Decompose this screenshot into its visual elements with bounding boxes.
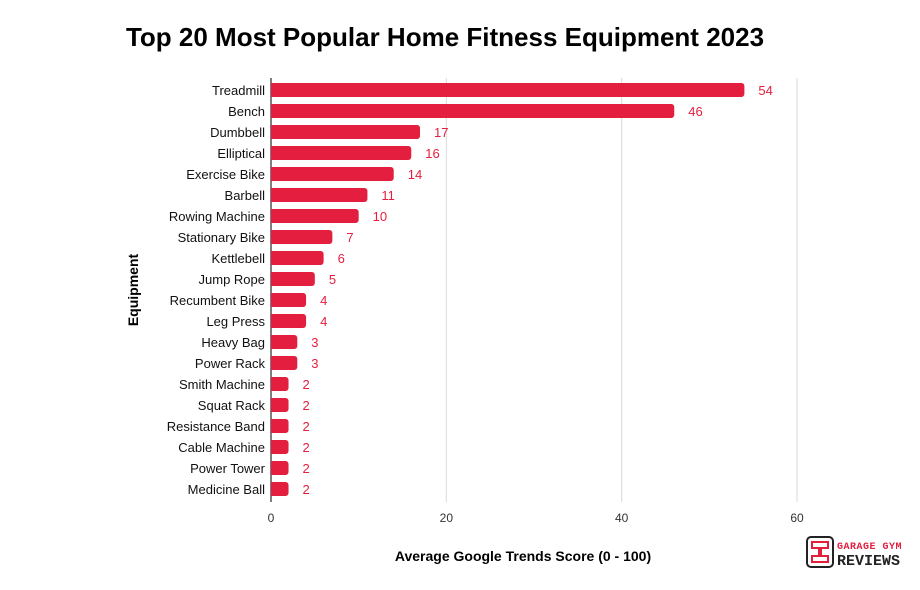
bar (271, 209, 359, 223)
svg-text:REVIEWS: REVIEWS (837, 553, 900, 568)
data-label: 4 (320, 314, 327, 329)
category-label: Elliptical (217, 146, 265, 161)
category-label: Squat Rack (198, 398, 266, 413)
data-label: 16 (425, 146, 439, 161)
chart-title: Top 20 Most Popular Home Fitness Equipme… (125, 22, 765, 52)
data-label: 4 (320, 293, 327, 308)
x-tick-label: 60 (790, 511, 804, 525)
data-label: 2 (303, 398, 310, 413)
category-label: Medicine Ball (188, 482, 265, 497)
bar (271, 146, 412, 160)
data-label: 2 (303, 377, 310, 392)
category-label: Recumbent Bike (170, 293, 265, 308)
data-label: 54 (758, 83, 772, 98)
x-tick-label: 40 (615, 511, 629, 525)
category-label: Bench (228, 104, 265, 119)
data-label: 17 (434, 125, 448, 140)
x-tick-label: 20 (440, 511, 454, 525)
category-label: Leg Press (206, 314, 265, 329)
category-label: Rowing Machine (169, 209, 265, 224)
bar (271, 83, 745, 97)
data-label: 3 (311, 335, 318, 350)
category-label: Resistance Band (167, 419, 265, 434)
category-label: Power Rack (195, 356, 266, 371)
data-label: 3 (311, 356, 318, 371)
y-axis-label: Equipment (125, 254, 141, 327)
data-label: 5 (329, 272, 336, 287)
bar (271, 419, 289, 433)
bar (271, 377, 289, 391)
category-label: Treadmill (212, 83, 265, 98)
category-label: Dumbbell (210, 125, 265, 140)
garage-gym-reviews-logo: GARAGE GYM REVIEWS (806, 536, 902, 568)
data-label: 2 (303, 419, 310, 434)
bar (271, 440, 289, 454)
bar (271, 188, 368, 202)
bar (271, 230, 333, 244)
category-label: Jump Rope (199, 272, 265, 287)
bar (271, 314, 307, 328)
category-label: Exercise Bike (186, 167, 265, 182)
data-label: 46 (688, 104, 702, 119)
data-label: 10 (373, 209, 387, 224)
category-label: Smith Machine (179, 377, 265, 392)
category-label: Stationary Bike (178, 230, 265, 245)
x-axis-label: Average Google Trends Score (0 - 100) (395, 548, 651, 564)
data-label: 2 (303, 461, 310, 476)
bar (271, 356, 298, 370)
category-label: Power Tower (190, 461, 266, 476)
bar (271, 251, 324, 265)
data-label: 2 (303, 482, 310, 497)
x-tick-label: 0 (268, 511, 275, 525)
bar (271, 461, 289, 475)
bar (271, 398, 289, 412)
data-label: 6 (338, 251, 345, 266)
bar (271, 482, 289, 496)
bar (271, 167, 394, 181)
bar (271, 293, 307, 307)
data-label: 14 (408, 167, 422, 182)
bar (271, 272, 315, 286)
bar (271, 104, 675, 118)
category-label: Heavy Bag (201, 335, 265, 350)
data-label: 7 (346, 230, 353, 245)
bar (271, 125, 421, 139)
bar (271, 335, 298, 349)
data-label: 11 (381, 188, 395, 203)
category-label: Cable Machine (178, 440, 265, 455)
svg-text:GARAGE GYM: GARAGE GYM (837, 542, 902, 553)
data-label: 2 (303, 440, 310, 455)
category-label: Barbell (225, 188, 266, 203)
category-label: Kettlebell (212, 251, 266, 266)
